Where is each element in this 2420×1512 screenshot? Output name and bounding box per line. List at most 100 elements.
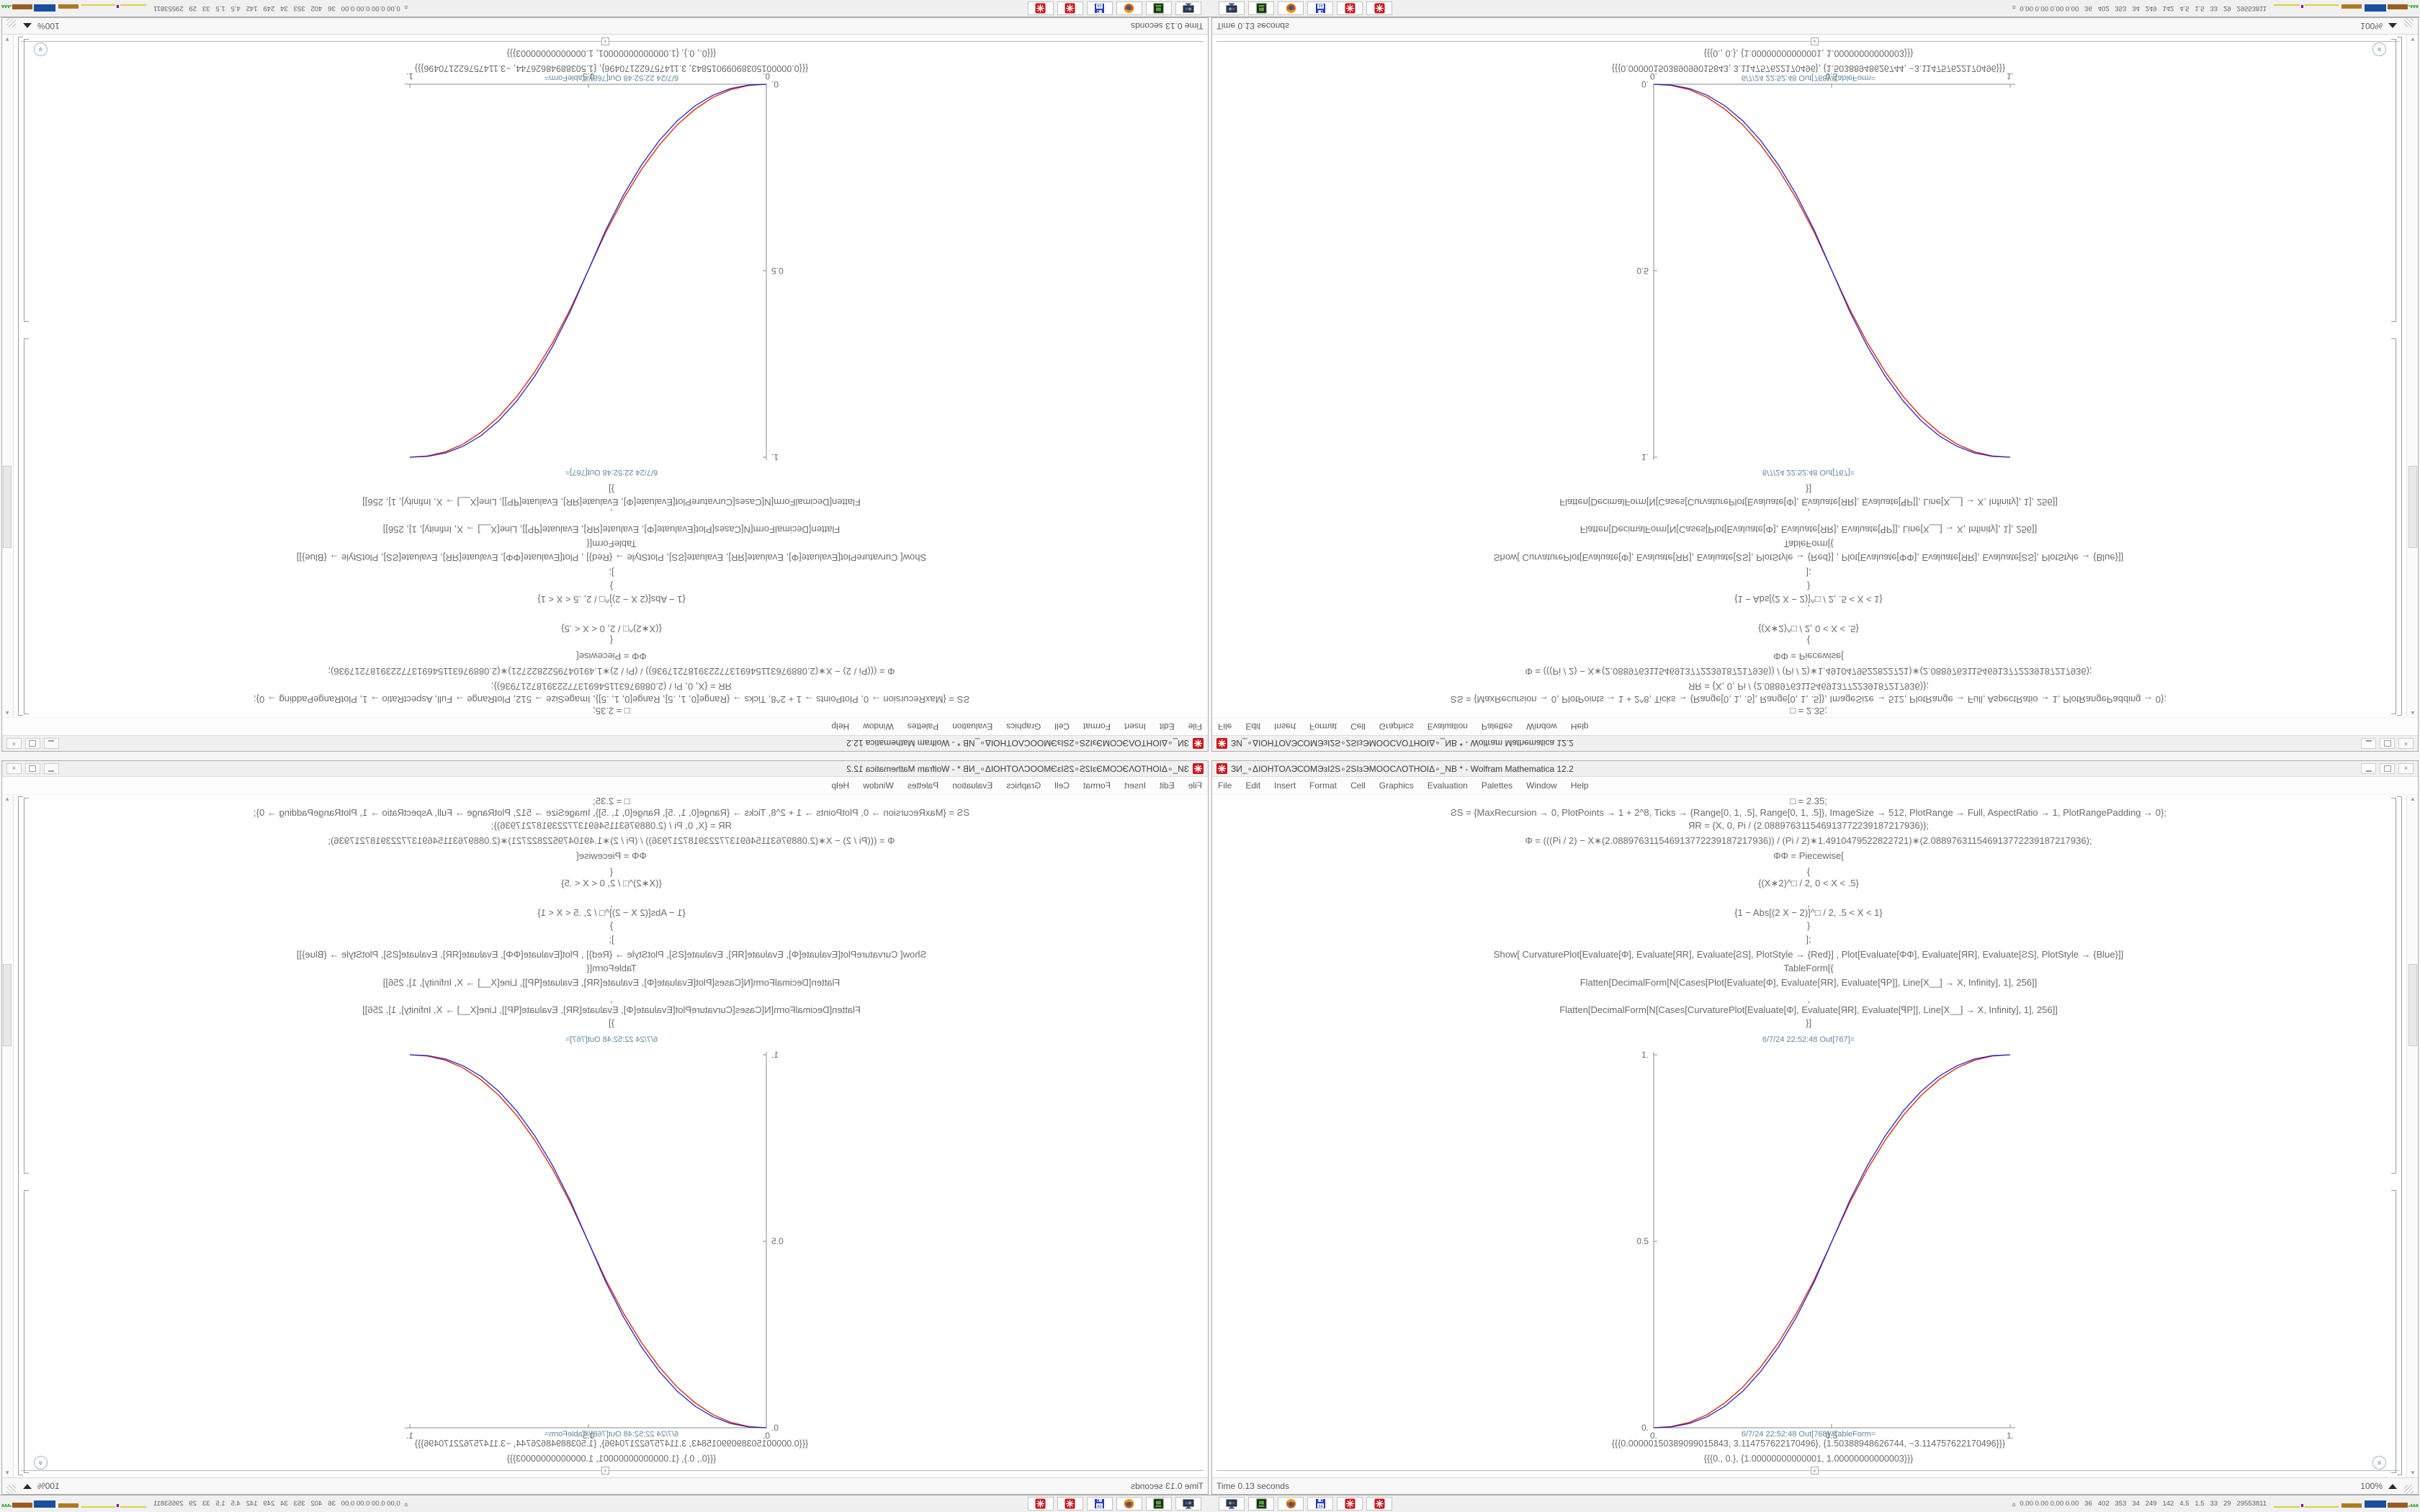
code-line[interactable]: , — [1807, 603, 1810, 614]
maximize-button[interactable] — [25, 763, 40, 774]
menu-edit[interactable]: Edit — [1245, 721, 1261, 732]
taskbar-button-floppy[interactable]: 64 — [1307, 1497, 1333, 1511]
minimize-button[interactable] — [44, 763, 59, 774]
code-line[interactable]: ƧS = {MaxRecursion → 0, PlotPoints → 1 +… — [1451, 694, 2166, 705]
code-line[interactable]: , — [1807, 898, 1810, 909]
scroll-down-icon[interactable]: ▼ — [4, 1470, 10, 1476]
cell-insert-plus-icon[interactable]: + — [1811, 37, 1819, 45]
taskbar-button-green-app[interactable] — [1248, 1497, 1274, 1511]
scroll-up-icon[interactable]: ▲ — [4, 796, 10, 802]
menu-palettes[interactable]: Palettes — [1481, 780, 1513, 791]
code-line[interactable]: {1 − Abs[(2 X − 2)]^□ / 2, .5 < X < 1} — [537, 594, 686, 605]
code-line[interactable]: } — [1806, 581, 1811, 592]
menu-file[interactable]: File — [1218, 780, 1232, 791]
code-line[interactable]: }] — [1806, 1017, 1811, 1028]
code-line[interactable]: Flatten[DecimalForm[N[Cases[CurvaturePlo… — [1559, 497, 2058, 508]
code-line[interactable]: , — [1807, 508, 1810, 518]
taskbar-button-mathematica-2[interactable] — [1366, 1497, 1392, 1511]
titlebar[interactable]: ЗИ_∘ΔΙΟΗΤΟΛЭСОМЭзΙ2Ѕ∘2ЅΙзЭМООСΛОТНОΙΔ∘_N… — [2, 735, 1208, 751]
resize-grip[interactable] — [2404, 18, 2414, 27]
tray-expand-icon[interactable]: « — [401, 1502, 411, 1506]
code-line[interactable]: ΦΦ = Piecewise[ — [576, 651, 647, 662]
menu-format[interactable]: Format — [1309, 780, 1337, 791]
maximize-button[interactable] — [2380, 763, 2395, 774]
close-button[interactable]: × — [6, 738, 22, 749]
menu-insert[interactable]: Insert — [1274, 780, 1296, 791]
code-line[interactable]: ƧS = {MaxRecursion → 0, PlotPoints → 1 +… — [254, 694, 969, 705]
taskbar-button-mathematica-1[interactable] — [1057, 1, 1083, 15]
code-line[interactable]: ΦΦ = Piecewise[ — [1773, 651, 1844, 662]
code-line[interactable]: ЯR = {X, 0, Pi / (2.08897631154691377223… — [1688, 820, 1930, 831]
taskbar-button-firefox[interactable] — [1116, 1497, 1142, 1511]
cell-bracket-group[interactable] — [2397, 796, 2402, 1475]
code-line[interactable]: ]; — [1806, 567, 1811, 578]
code-line[interactable]: } — [1806, 920, 1811, 931]
code-line[interactable]: Flatten[DecimalForm[N[Cases[Plot[Evaluat… — [1579, 977, 2038, 988]
menu-edit[interactable]: Edit — [1159, 721, 1175, 732]
code-line[interactable]: , — [610, 994, 613, 1004]
menu-insert[interactable]: Insert — [1124, 721, 1146, 732]
code-line[interactable]: { — [609, 866, 614, 877]
cell-insertion-bar[interactable] — [21, 1470, 1204, 1471]
menu-window[interactable]: Window — [1526, 780, 1557, 791]
code-line[interactable]: Flatten[DecimalForm[N[Cases[CurvaturePlo… — [362, 1004, 861, 1015]
titlebar[interactable]: ЗИ_∘ΔΙΟΗΤΟΛЭСОМЭзΙ2Ѕ∘2ЅΙзЭМООСΛОТНОΙΔ∘_N… — [2, 761, 1208, 777]
code-line[interactable]: {1 − Abs[(2 X − 2)]^□ / 2, .5 < X < 1} — [1734, 907, 1883, 918]
vertical-scrollbar[interactable]: ▲ ▼ — [2406, 795, 2418, 1477]
code-line[interactable]: { — [1806, 635, 1811, 646]
scroll-down-icon[interactable]: ▼ — [2410, 1470, 2416, 1476]
code-line[interactable]: □ = 2.35; — [593, 796, 630, 806]
cell-insert-plus-icon[interactable]: + — [601, 37, 609, 45]
menu-window[interactable]: Window — [1526, 721, 1557, 732]
titlebar[interactable]: ЗИ_∘ΔΙΟΗΤΟΛЭСОМЭзΙ2Ѕ∘2ЅΙзЭМООСΛОТНОΙΔ∘_N… — [1212, 735, 2418, 751]
scroll-up-icon[interactable]: ▲ — [2410, 796, 2416, 802]
taskbar-button-floppy[interactable]: 64 — [1087, 1, 1113, 15]
menu-graphics[interactable]: Graphics — [1006, 780, 1041, 791]
magnification-dropdown-icon[interactable] — [23, 23, 32, 29]
scroll-down-icon[interactable]: ▼ — [2410, 36, 2416, 42]
taskbar-button-mathematica-1[interactable] — [1337, 1497, 1363, 1511]
code-line[interactable]: {(X∗2)^□ / 2, 0 < X < .5} — [1758, 878, 1859, 888]
taskbar-button-mathematica-1[interactable] — [1057, 1497, 1083, 1511]
code-line[interactable]: {(X∗2)^□ / 2, 0 < X < .5} — [1758, 624, 1859, 634]
scroll-to-end-icon[interactable]: » — [34, 1456, 48, 1470]
taskbar-button-firefox[interactable] — [1116, 1, 1142, 15]
magnification-value[interactable]: 100% — [37, 21, 60, 31]
menu-window[interactable]: Window — [863, 721, 894, 732]
code-line[interactable]: Show[ CurvaturePlot[Evaluate[Φ], Evaluat… — [296, 949, 927, 960]
code-line[interactable]: {1 − Abs[(2 X − 2)]^□ / 2, .5 < X < 1} — [1734, 594, 1883, 605]
resize-grip[interactable] — [2404, 1485, 2414, 1494]
cell-bracket-input[interactable] — [2391, 798, 2396, 1174]
taskbar-button-green-app[interactable] — [1146, 1497, 1172, 1511]
taskbar-button-monitor[interactable] — [1175, 1, 1201, 15]
code-line[interactable]: ]; — [609, 567, 614, 578]
code-line[interactable]: TableForm[{ — [586, 539, 637, 549]
code-line[interactable]: Show[ CurvaturePlot[Evaluate[Φ], Evaluat… — [1493, 552, 2124, 563]
menu-edit[interactable]: Edit — [1245, 780, 1261, 791]
cell-insertion-bar[interactable] — [1216, 1470, 2399, 1471]
code-line[interactable]: ЯR = {X, 0, Pi / (2.08897631154691377223… — [1688, 681, 1930, 692]
taskbar-button-monitor[interactable] — [1219, 1497, 1245, 1511]
menu-help[interactable]: Help — [1570, 780, 1589, 791]
menu-file[interactable]: File — [1188, 780, 1202, 791]
code-line[interactable]: Φ = (((Pi / 2) − X∗(2.088976311546913772… — [1525, 835, 2092, 846]
menu-palettes[interactable]: Palettes — [1481, 721, 1513, 732]
cell-bracket-output[interactable] — [24, 1190, 29, 1473]
scroll-to-end-icon[interactable]: » — [34, 42, 48, 56]
minimize-button[interactable] — [2361, 763, 2376, 774]
menu-format[interactable]: Format — [1083, 721, 1111, 732]
code-line[interactable]: □ = 2.35; — [1790, 706, 1827, 716]
close-button[interactable]: × — [2398, 763, 2414, 774]
close-button[interactable]: × — [2398, 738, 2414, 749]
menu-cell[interactable]: Cell — [1054, 721, 1070, 732]
code-line[interactable]: ]; — [1806, 934, 1811, 945]
cell-bracket-group[interactable] — [2397, 37, 2402, 716]
menu-evaluation[interactable]: Evaluation — [952, 780, 993, 791]
maximize-button[interactable] — [2380, 738, 2395, 749]
code-line[interactable]: , — [610, 603, 613, 614]
cell-bracket-input[interactable] — [2391, 338, 2396, 714]
code-line[interactable]: ]; — [609, 934, 614, 945]
menu-insert[interactable]: Insert — [1124, 780, 1146, 791]
menu-insert[interactable]: Insert — [1274, 721, 1296, 732]
code-line[interactable]: □ = 2.35; — [1790, 796, 1827, 806]
